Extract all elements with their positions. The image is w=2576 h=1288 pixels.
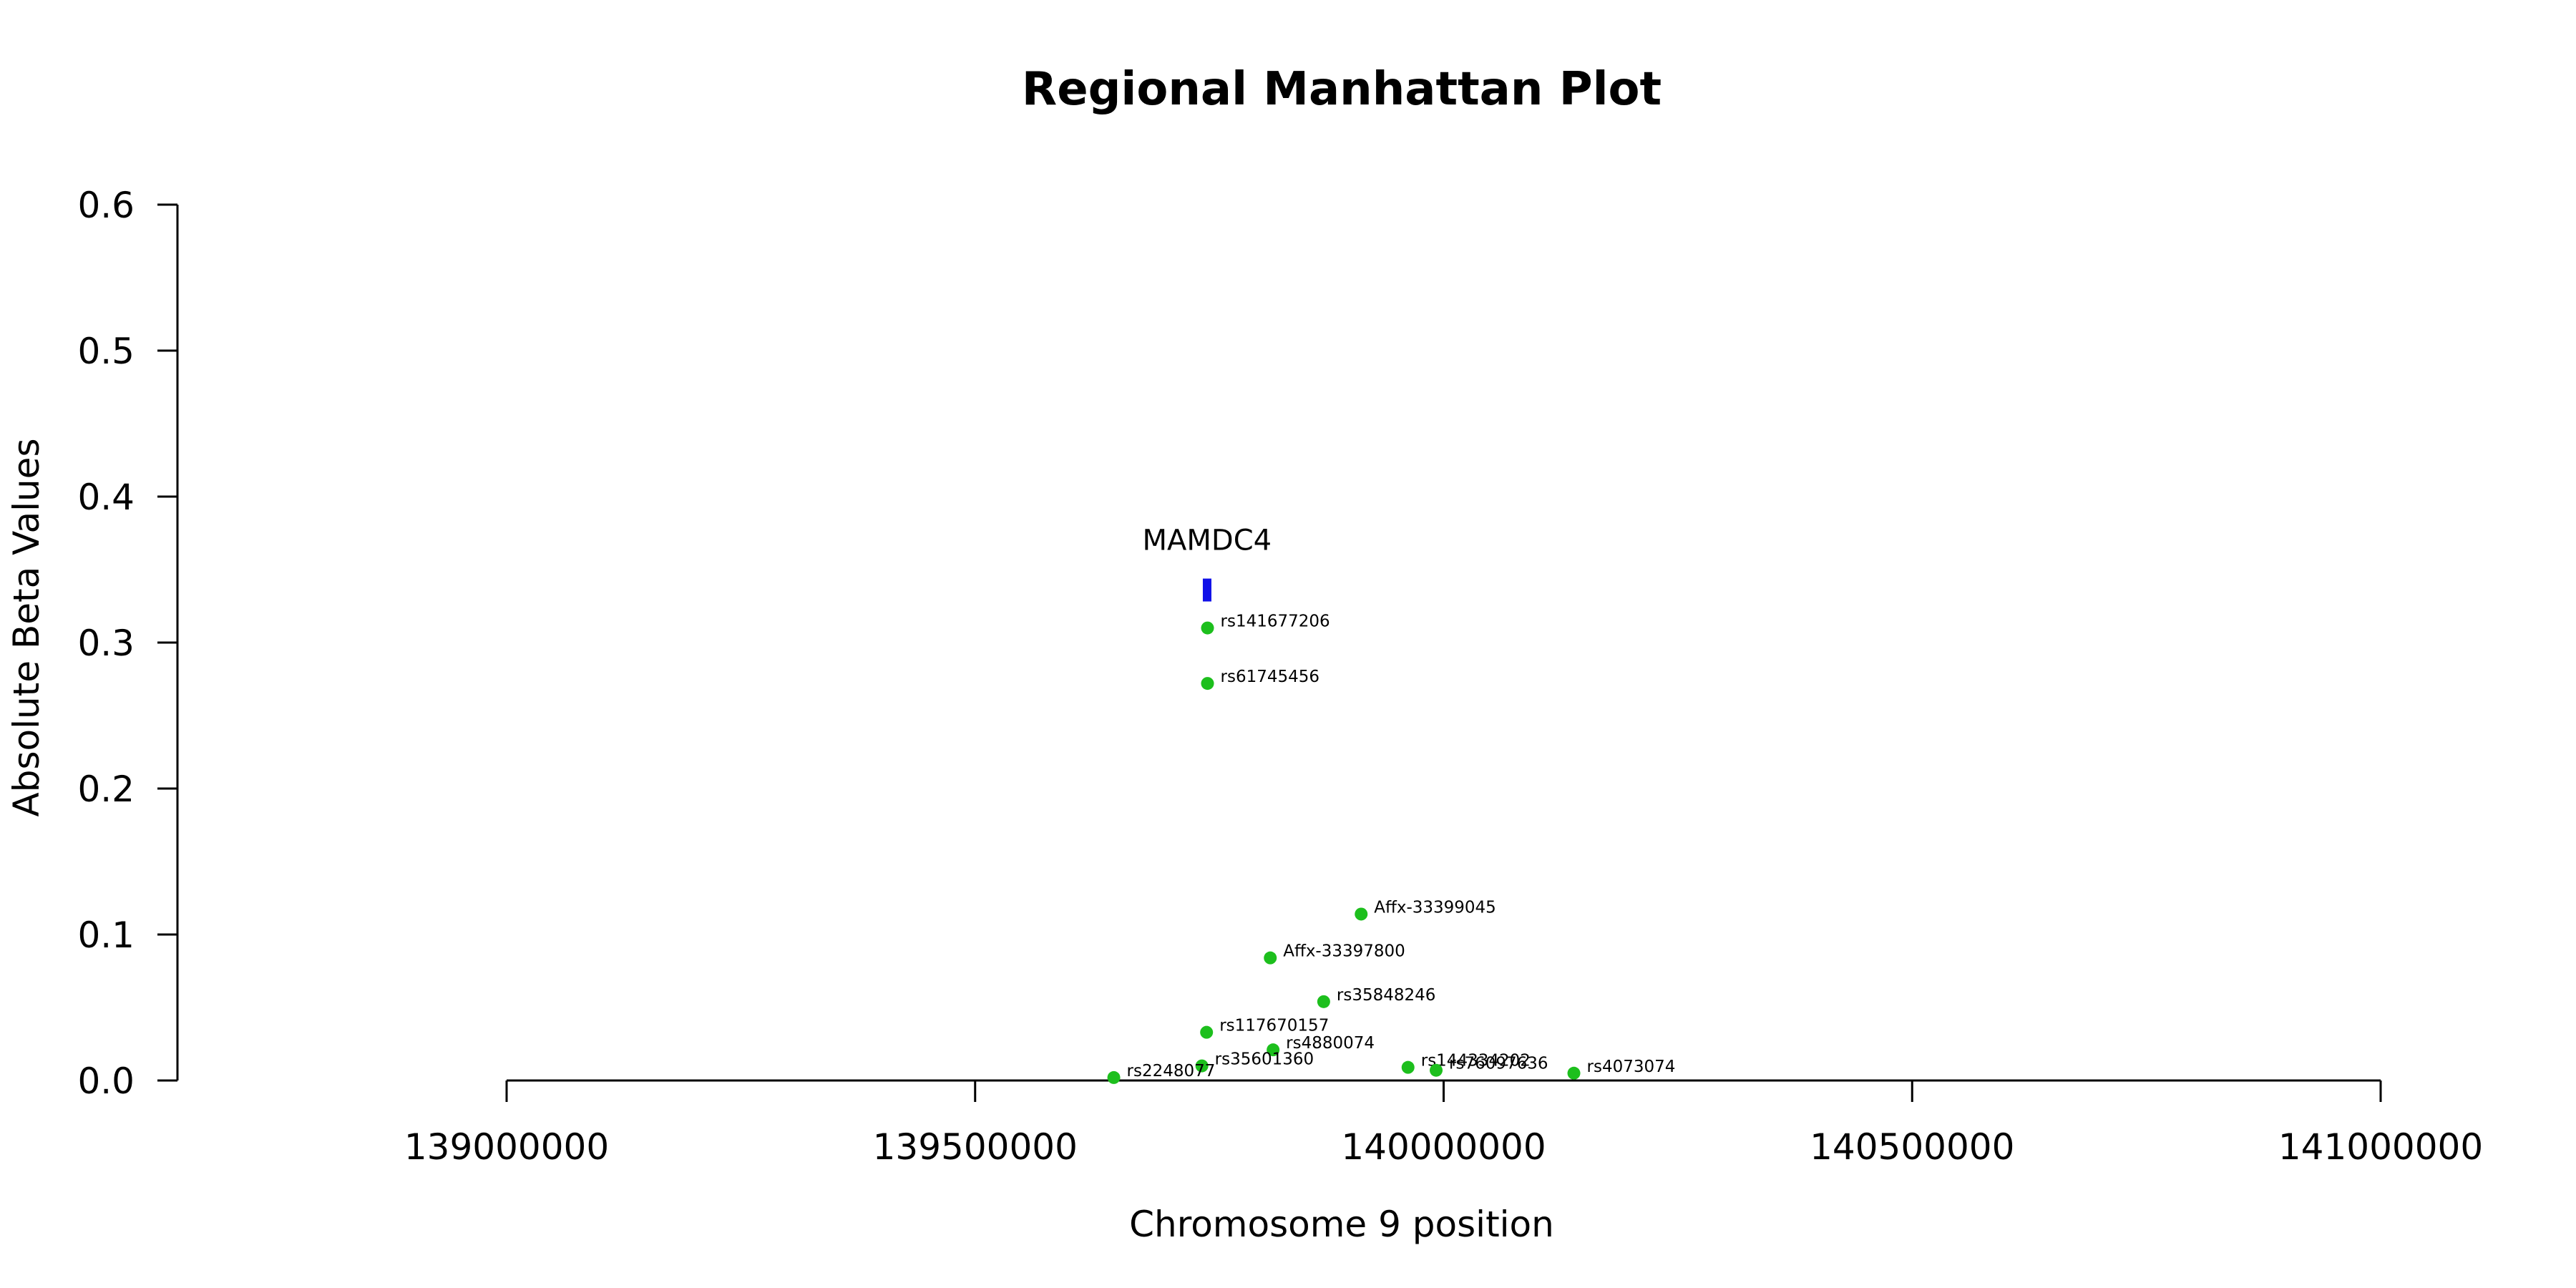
snp-label: rs76097636 bbox=[1449, 1055, 1548, 1073]
y-tick-label: 0.5 bbox=[77, 331, 135, 372]
x-axis-label: Chromosome 9 position bbox=[1129, 1204, 1554, 1245]
snp-point bbox=[1401, 1060, 1415, 1074]
snp-label: rs117670157 bbox=[1219, 1017, 1329, 1035]
x-tick-label: 140500000 bbox=[1810, 1126, 2014, 1168]
snp-point bbox=[1267, 1043, 1280, 1057]
snp-point bbox=[1201, 621, 1214, 635]
y-tick-label: 0.0 bbox=[77, 1060, 135, 1102]
snp-label: rs2248077 bbox=[1127, 1062, 1216, 1080]
gene-region-bar bbox=[1202, 578, 1211, 602]
snp-point bbox=[1355, 907, 1368, 921]
y-tick-label: 0.4 bbox=[77, 477, 135, 518]
chart-title: Regional Manhattan Plot bbox=[1022, 63, 1662, 116]
y-tick-label: 0.1 bbox=[77, 914, 135, 956]
data-points: rs141677206 rs61745456 Affx-33399045 Affx-3… bbox=[1107, 613, 1676, 1084]
y-tick-label: 0.6 bbox=[77, 185, 135, 226]
snp-label: rs141677206 bbox=[1221, 613, 1330, 631]
snp-point bbox=[1200, 1025, 1214, 1039]
gene-layer: MAMDC4 bbox=[1143, 525, 1272, 602]
x-tick-label: 140000000 bbox=[1341, 1126, 1546, 1168]
snp-point bbox=[1107, 1070, 1121, 1084]
snp-label: Affx-33397800 bbox=[1283, 942, 1405, 961]
snp-label: rs4880074 bbox=[1286, 1034, 1375, 1053]
snp-point bbox=[1195, 1059, 1209, 1073]
x-tick-label: 141000000 bbox=[2278, 1126, 2483, 1168]
y-tick-label: 0.3 bbox=[77, 623, 135, 664]
snp-point bbox=[1264, 951, 1277, 965]
snp-point bbox=[1317, 995, 1330, 1008]
y-axis-label: Absolute Beta Values bbox=[6, 439, 47, 817]
gene-label: MAMDC4 bbox=[1143, 525, 1272, 557]
snp-point bbox=[1430, 1063, 1443, 1077]
x-axis-ticks: 139000000 139500000 140000000 140500000 1410… bbox=[404, 1080, 2483, 1168]
snp-label: rs61745456 bbox=[1221, 668, 1320, 686]
x-tick-label: 139000000 bbox=[404, 1126, 609, 1168]
snp-point bbox=[1567, 1066, 1581, 1080]
snp-label: rs35848246 bbox=[1337, 986, 1436, 1005]
snp-point bbox=[1201, 677, 1214, 691]
x-tick-label: 139500000 bbox=[873, 1126, 1078, 1168]
snp-label: Affx-33399045 bbox=[1374, 898, 1496, 917]
y-tick-label: 0.2 bbox=[77, 769, 135, 810]
snp-label: rs4073074 bbox=[1587, 1058, 1676, 1076]
y-axis-ticks: 0.0 0.1 0.2 0.3 0.4 0.5 0.6 bbox=[77, 185, 177, 1102]
snp-label: rs35601360 bbox=[1215, 1050, 1314, 1069]
